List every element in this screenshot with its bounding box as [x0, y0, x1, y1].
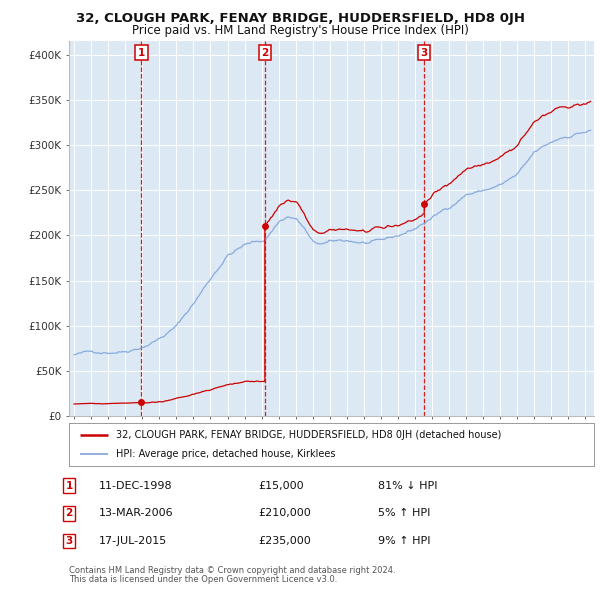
Text: 5% ↑ HPI: 5% ↑ HPI — [378, 509, 430, 518]
Text: 3: 3 — [65, 536, 73, 546]
Text: £15,000: £15,000 — [258, 481, 304, 490]
Text: £210,000: £210,000 — [258, 509, 311, 518]
Text: Contains HM Land Registry data © Crown copyright and database right 2024.: Contains HM Land Registry data © Crown c… — [69, 566, 395, 575]
Text: HPI: Average price, detached house, Kirklees: HPI: Average price, detached house, Kirk… — [116, 450, 336, 460]
Text: 9% ↑ HPI: 9% ↑ HPI — [378, 536, 431, 546]
Text: 32, CLOUGH PARK, FENAY BRIDGE, HUDDERSFIELD, HD8 0JH (detached house): 32, CLOUGH PARK, FENAY BRIDGE, HUDDERSFI… — [116, 430, 502, 440]
Text: 81% ↓ HPI: 81% ↓ HPI — [378, 481, 437, 490]
Text: 1: 1 — [137, 48, 145, 58]
Text: 2: 2 — [261, 48, 268, 58]
Text: 17-JUL-2015: 17-JUL-2015 — [99, 536, 167, 546]
Text: Price paid vs. HM Land Registry's House Price Index (HPI): Price paid vs. HM Land Registry's House … — [131, 24, 469, 37]
Text: 3: 3 — [421, 48, 428, 58]
Text: 13-MAR-2006: 13-MAR-2006 — [99, 509, 173, 518]
Text: This data is licensed under the Open Government Licence v3.0.: This data is licensed under the Open Gov… — [69, 575, 337, 584]
Text: 1: 1 — [65, 481, 73, 490]
Text: £235,000: £235,000 — [258, 536, 311, 546]
Text: 2: 2 — [65, 509, 73, 518]
Text: 32, CLOUGH PARK, FENAY BRIDGE, HUDDERSFIELD, HD8 0JH: 32, CLOUGH PARK, FENAY BRIDGE, HUDDERSFI… — [76, 12, 524, 25]
Text: 11-DEC-1998: 11-DEC-1998 — [99, 481, 173, 490]
